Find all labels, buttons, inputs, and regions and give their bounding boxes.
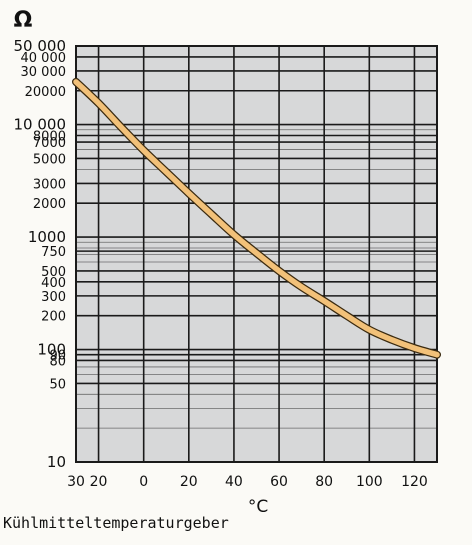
x-axis-label: °C (248, 497, 268, 517)
x-tick-label: 40 (225, 474, 243, 490)
y-tick-label: 80 (49, 354, 66, 369)
y-tick-label: 30 000 (21, 65, 67, 80)
y-axis-label: Ω (14, 8, 33, 33)
y-tick-label: 750 (41, 245, 66, 260)
x-tick-label: 20 (90, 474, 108, 490)
x-tick-label: 20 (180, 474, 198, 490)
y-tick-label: 3000 (33, 177, 66, 192)
x-tick-label: 80 (315, 474, 333, 490)
y-tick-label: 40 000 (21, 51, 67, 66)
y-tick-label: 90 (49, 349, 66, 364)
chart-title: Kühlmitteltemperaturgeber (3, 514, 229, 532)
plot-border (75, 45, 438, 463)
x-tick-label: 30 (67, 474, 85, 490)
y-tick-label: 50 000 (14, 37, 67, 55)
y-tick-label: 100 (37, 341, 66, 359)
y-tick-label: 7000 (33, 136, 66, 151)
x-tick-label: 60 (270, 474, 288, 490)
y-tick-label: 2000 (33, 197, 66, 212)
y-tick-label: 200 (41, 310, 66, 325)
y-tick-label: 300 (41, 290, 66, 305)
x-tick-label: 0 (139, 474, 148, 490)
x-tick-label: 120 (401, 474, 428, 490)
y-tick-label: 1000 (28, 228, 66, 246)
y-tick-label: 50 (49, 377, 66, 392)
x-tick-label: 100 (356, 474, 383, 490)
series-line (73, 79, 440, 358)
y-tick-label: 400 (41, 276, 66, 291)
y-tick-label: 500 (41, 265, 66, 280)
y-tick-label: 5000 (33, 152, 66, 167)
y-tick-label: 10 (47, 453, 66, 471)
y-tick-label: 20000 (25, 85, 66, 100)
y-tick-label: 10 000 (14, 116, 67, 134)
y-tick-label: 8000 (33, 130, 66, 145)
